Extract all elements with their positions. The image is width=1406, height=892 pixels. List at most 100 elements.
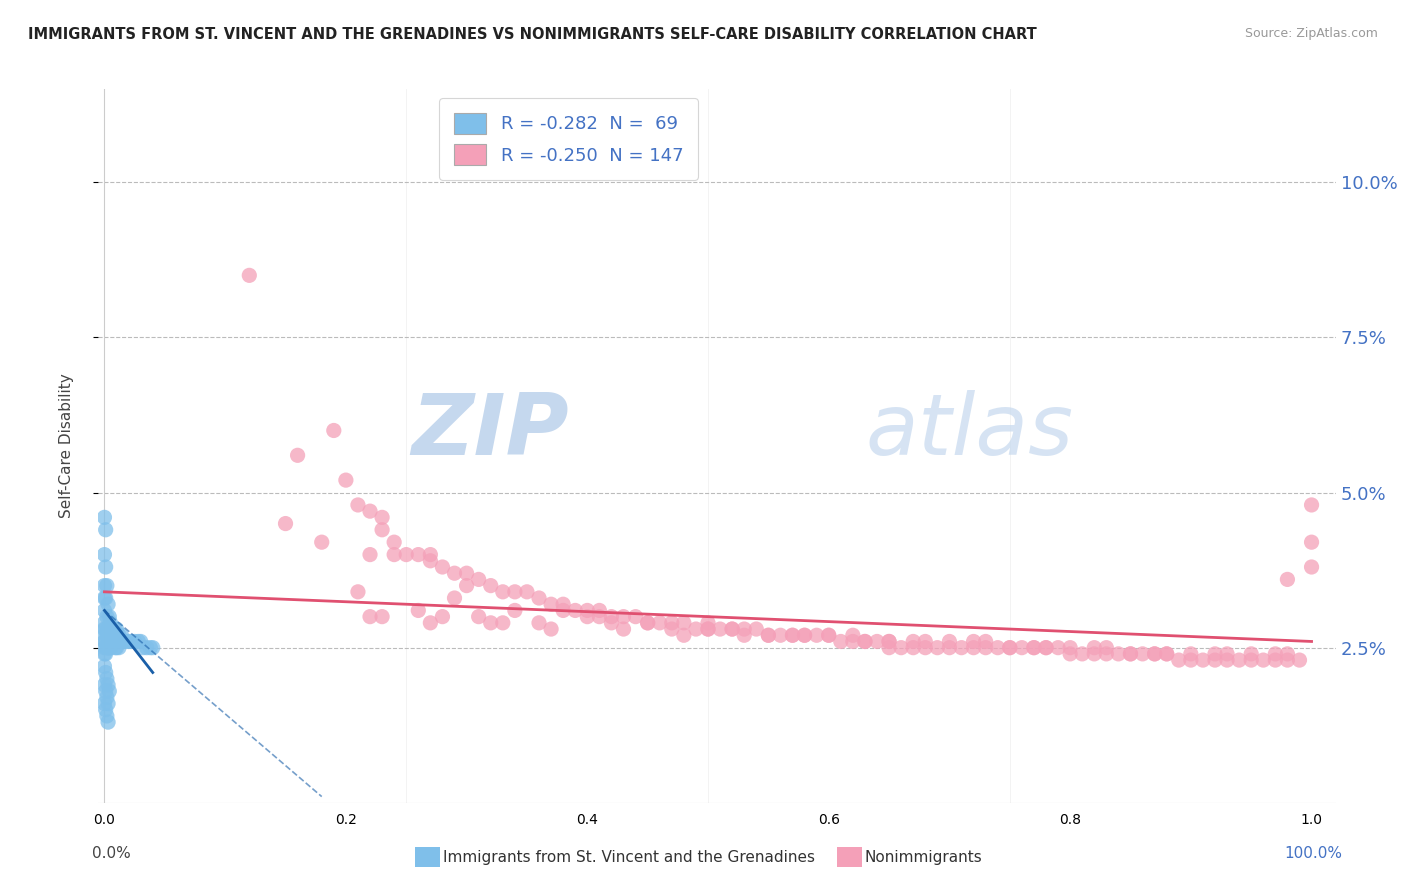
- Point: [96, 709, 118, 723]
- Point: [432, 560, 454, 574]
- Text: atlas: atlas: [866, 390, 1074, 474]
- Point: [93, 548, 115, 562]
- Point: [371, 523, 394, 537]
- Point: [540, 597, 562, 611]
- Point: [842, 634, 865, 648]
- Point: [97, 597, 120, 611]
- Point: [1227, 653, 1250, 667]
- Text: 0.0%: 0.0%: [93, 846, 131, 861]
- Point: [1119, 647, 1142, 661]
- Point: [98, 609, 121, 624]
- Point: [359, 548, 381, 562]
- Point: [877, 634, 900, 648]
- Y-axis label: Self-Care Disability: Self-Care Disability: [59, 374, 73, 518]
- Point: [588, 609, 610, 624]
- Point: [93, 678, 115, 692]
- Point: [371, 609, 394, 624]
- Point: [1204, 653, 1226, 667]
- Point: [890, 640, 912, 655]
- Point: [553, 603, 575, 617]
- Point: [132, 640, 155, 655]
- Point: [576, 603, 599, 617]
- Point: [853, 634, 876, 648]
- Point: [100, 640, 122, 655]
- Point: [93, 579, 115, 593]
- Point: [1035, 640, 1057, 655]
- Point: [697, 622, 720, 636]
- Point: [817, 628, 839, 642]
- Point: [721, 622, 744, 636]
- Point: [101, 634, 124, 648]
- Point: [382, 548, 405, 562]
- Point: [139, 640, 162, 655]
- Point: [938, 640, 960, 655]
- Point: [408, 603, 430, 617]
- Point: [661, 622, 683, 636]
- Point: [1083, 647, 1105, 661]
- Point: [793, 628, 815, 642]
- Point: [721, 622, 744, 636]
- Point: [914, 634, 936, 648]
- Legend: R = -0.282  N =  69, R = -0.250  N = 147: R = -0.282 N = 69, R = -0.250 N = 147: [439, 98, 697, 179]
- Point: [962, 634, 984, 648]
- Point: [127, 634, 149, 648]
- Point: [1301, 560, 1323, 574]
- Point: [347, 498, 370, 512]
- Point: [115, 634, 138, 648]
- Point: [142, 640, 165, 655]
- Point: [96, 640, 118, 655]
- Point: [600, 609, 623, 624]
- Point: [1277, 647, 1299, 661]
- Point: [479, 579, 502, 593]
- Point: [516, 584, 538, 599]
- Point: [1251, 653, 1274, 667]
- Point: [697, 622, 720, 636]
- Point: [1277, 653, 1299, 667]
- Point: [94, 703, 117, 717]
- Point: [97, 622, 120, 636]
- Point: [745, 622, 768, 636]
- Point: [443, 566, 465, 581]
- Point: [103, 622, 125, 636]
- Point: [877, 634, 900, 648]
- Point: [853, 634, 876, 648]
- Point: [600, 615, 623, 630]
- Point: [456, 566, 478, 581]
- Point: [830, 634, 852, 648]
- Point: [503, 584, 526, 599]
- Point: [938, 634, 960, 648]
- Point: [564, 603, 586, 617]
- Point: [1156, 647, 1178, 661]
- Point: [637, 615, 659, 630]
- Point: [382, 535, 405, 549]
- Point: [527, 591, 550, 605]
- Point: [1216, 647, 1239, 661]
- Point: [661, 615, 683, 630]
- Point: [697, 615, 720, 630]
- Point: [432, 609, 454, 624]
- Point: [612, 609, 634, 624]
- Point: [120, 634, 142, 648]
- Point: [443, 591, 465, 605]
- Point: [733, 622, 755, 636]
- Point: [974, 634, 997, 648]
- Point: [94, 560, 117, 574]
- Point: [129, 634, 152, 648]
- Point: [93, 603, 115, 617]
- Point: [576, 609, 599, 624]
- Point: [987, 640, 1010, 655]
- Point: [503, 603, 526, 617]
- Point: [672, 615, 695, 630]
- Point: [94, 634, 117, 648]
- Point: [101, 622, 124, 636]
- Text: 100.0%: 100.0%: [1284, 846, 1341, 861]
- Point: [97, 715, 120, 730]
- Point: [1288, 653, 1310, 667]
- Point: [108, 628, 131, 642]
- Point: [98, 684, 121, 698]
- Point: [998, 640, 1021, 655]
- Point: [1143, 647, 1166, 661]
- Point: [962, 640, 984, 655]
- Point: [124, 634, 146, 648]
- Point: [1240, 653, 1263, 667]
